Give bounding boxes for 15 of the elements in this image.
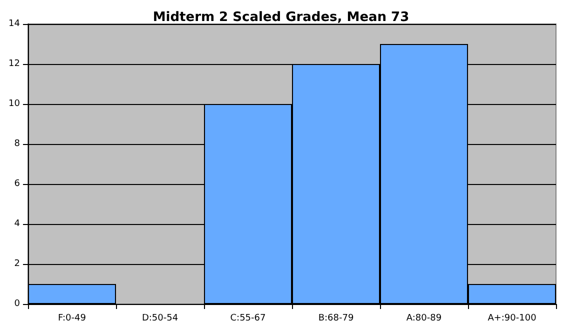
x-tick-label: D:50-54 bbox=[142, 314, 178, 324]
y-tick-label: 8 bbox=[14, 139, 20, 149]
y-tick-label: 4 bbox=[14, 219, 20, 229]
y-tick-label: 12 bbox=[8, 59, 20, 69]
x-tick-label: B:68-79 bbox=[318, 314, 354, 324]
y-tick-label: 6 bbox=[14, 179, 20, 189]
x-tick-label: C:55-67 bbox=[230, 314, 266, 324]
x-tick-label: F:0-49 bbox=[58, 314, 86, 324]
chart-title: Midterm 2 Scaled Grades, Mean 73 bbox=[152, 10, 410, 25]
y-tick-label: 0 bbox=[14, 299, 20, 309]
y-tick-label: 2 bbox=[14, 259, 20, 269]
x-tick-label: A+:90-100 bbox=[488, 314, 537, 324]
y-tick-label: 10 bbox=[8, 99, 20, 109]
y-tick-label: 14 bbox=[8, 19, 20, 29]
x-tick-label: A:80-89 bbox=[406, 314, 442, 324]
